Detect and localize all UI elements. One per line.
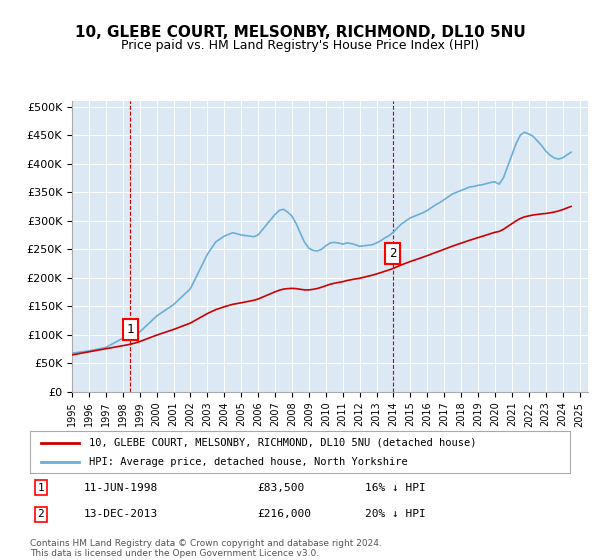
Text: 10, GLEBE COURT, MELSONBY, RICHMOND, DL10 5NU: 10, GLEBE COURT, MELSONBY, RICHMOND, DL1…	[74, 25, 526, 40]
Text: £83,500: £83,500	[257, 483, 304, 493]
Text: Price paid vs. HM Land Registry's House Price Index (HPI): Price paid vs. HM Land Registry's House …	[121, 39, 479, 52]
Text: Contains HM Land Registry data © Crown copyright and database right 2024.
This d: Contains HM Land Registry data © Crown c…	[30, 539, 382, 558]
Text: 2: 2	[389, 247, 397, 260]
Text: HPI: Average price, detached house, North Yorkshire: HPI: Average price, detached house, Nort…	[89, 457, 408, 467]
Text: 16% ↓ HPI: 16% ↓ HPI	[365, 483, 425, 493]
Text: 13-DEC-2013: 13-DEC-2013	[84, 509, 158, 519]
Text: 1: 1	[37, 483, 44, 493]
Text: 11-JUN-1998: 11-JUN-1998	[84, 483, 158, 493]
Text: 2: 2	[37, 509, 44, 519]
Text: 1: 1	[127, 323, 134, 336]
Text: 10, GLEBE COURT, MELSONBY, RICHMOND, DL10 5NU (detached house): 10, GLEBE COURT, MELSONBY, RICHMOND, DL1…	[89, 437, 477, 447]
Text: £216,000: £216,000	[257, 509, 311, 519]
Text: 20% ↓ HPI: 20% ↓ HPI	[365, 509, 425, 519]
